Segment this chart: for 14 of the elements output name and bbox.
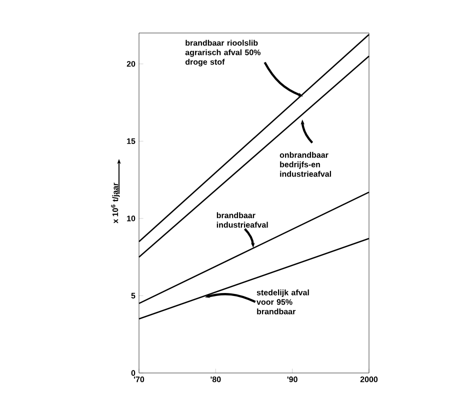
x-tick-label: '90 <box>287 376 298 382</box>
y-tick-label: 5 <box>131 292 136 299</box>
x-tick-label: 2000 <box>360 376 378 382</box>
annotation: stedelijk afval voor 95% brandbaar <box>256 289 309 314</box>
annotation: onbrandbaar bedrijfs-en industrieafval <box>280 152 331 177</box>
y-tick-label: 10 <box>127 216 136 222</box>
annotation: brandbaar rioolslib agrarisch afval 50% droge stof <box>185 40 261 66</box>
x-tick-label: '80 <box>210 376 221 382</box>
y-tick-label: 15 <box>127 138 136 144</box>
x-tick-label: '70 <box>134 376 144 382</box>
annotation: brandbaar industrieafval <box>216 212 268 228</box>
y-axis-title: x 10$^{6}$ t/jaar <box>111 182 120 224</box>
y-tick-label: 20 <box>126 61 136 67</box>
y-tick-label: 0 <box>131 370 136 376</box>
